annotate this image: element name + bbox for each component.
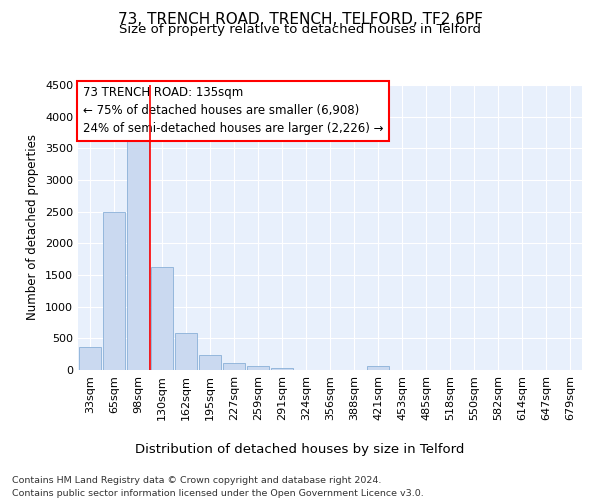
- Bar: [271, 368, 293, 370]
- Text: 73 TRENCH ROAD: 135sqm
← 75% of detached houses are smaller (6,908)
24% of semi-: 73 TRENCH ROAD: 135sqm ← 75% of detached…: [83, 86, 383, 136]
- Bar: [247, 366, 269, 370]
- Y-axis label: Number of detached properties: Number of detached properties: [26, 134, 40, 320]
- Bar: [79, 346, 101, 370]
- Text: 73, TRENCH ROAD, TRENCH, TELFORD, TF2 6PF: 73, TRENCH ROAD, TRENCH, TELFORD, TF2 6P…: [118, 12, 482, 28]
- Text: Distribution of detached houses by size in Telford: Distribution of detached houses by size …: [136, 442, 464, 456]
- Bar: [199, 356, 221, 370]
- Bar: [223, 364, 245, 370]
- Text: Contains HM Land Registry data © Crown copyright and database right 2024.
Contai: Contains HM Land Registry data © Crown c…: [12, 476, 424, 498]
- Bar: [367, 366, 389, 370]
- Bar: [175, 332, 197, 370]
- Text: Size of property relative to detached houses in Telford: Size of property relative to detached ho…: [119, 24, 481, 36]
- Bar: [127, 134, 149, 370]
- Bar: [151, 267, 173, 370]
- Bar: [103, 212, 125, 370]
